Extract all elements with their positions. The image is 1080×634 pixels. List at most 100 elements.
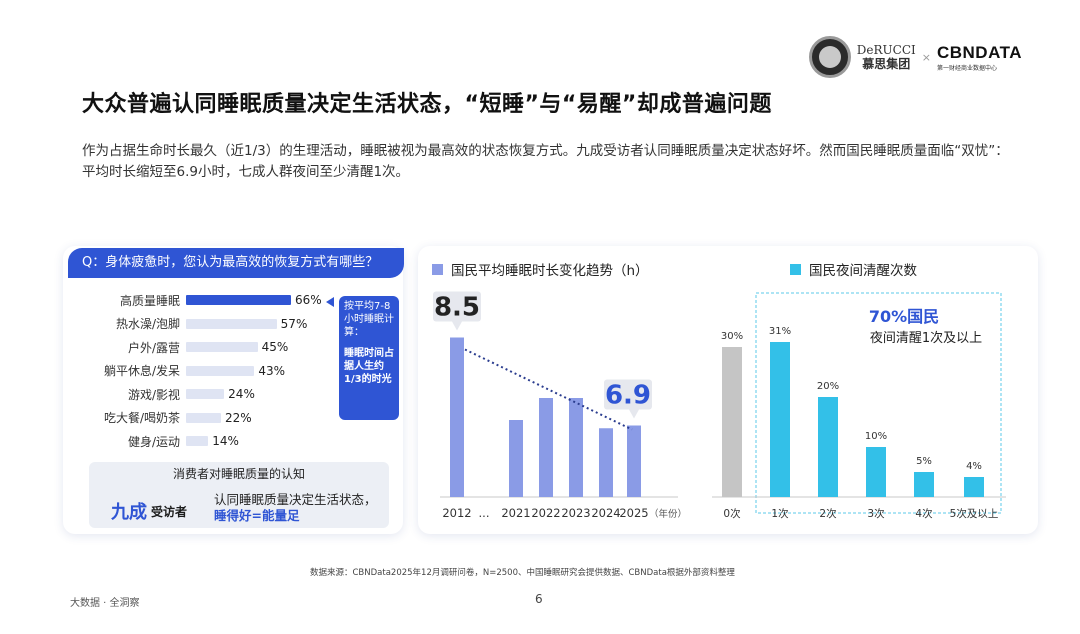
x-tick-label: 2次 (819, 507, 837, 520)
x-tick-label: 2021 (501, 506, 530, 520)
recovery-bar-label: 户外/露营 (127, 340, 180, 355)
recovery-bar-label: 健身/运动 (127, 434, 180, 449)
annotation-box (433, 291, 481, 322)
recovery-bar-value: 45% (261, 340, 289, 354)
annotation-pointer-icon (452, 321, 462, 331)
recovery-bar-value: 14% (212, 434, 239, 448)
derucci-en: DeRUCCI (856, 43, 916, 57)
x-tick-label: 2022 (531, 506, 560, 520)
logo-separator: × (921, 50, 931, 64)
x-tick-label: 2012 (442, 506, 471, 520)
derucci-cn: 慕思集团 (862, 57, 911, 71)
callout-sub: 睡眠时间占据人生约1/3的时光 (344, 348, 394, 385)
recovery-bar-label: 吃大餐/喝奶茶 (103, 411, 180, 425)
callout-arrow-icon (326, 297, 334, 307)
wake-bar (818, 397, 838, 497)
recovery-bar-row: 户外/露营 45% (76, 337, 288, 357)
wake-bar (964, 477, 984, 497)
derucci-logo: DeRUCCI 慕思集团 (857, 43, 916, 71)
x-tick-label: 0次 (723, 507, 741, 520)
cbndata-en: CBNDATA (936, 42, 1022, 62)
recovery-bar (186, 365, 255, 376)
recovery-bar (186, 295, 291, 305)
perception-desc: 认同睡眠质量决定生活状态， 睡得好=能量足 (214, 492, 386, 524)
wake-bar-value: 5% (916, 456, 932, 467)
recovery-bar-value: 43% (258, 363, 286, 378)
wake-count-title: 国民夜间清醒次数 (809, 263, 917, 279)
sleep-bar (539, 398, 553, 497)
annotation-box (604, 379, 652, 410)
recovery-bar (186, 436, 209, 446)
recovery-bar-row: 躺平休息/发呆 43% (76, 361, 285, 381)
perception-big: 九成 (111, 502, 147, 523)
recovery-bar (186, 389, 225, 399)
page-title: 大众普遍认同睡眠质量决定生活状态，“短睡”与“易醒”却成普遍问题 (82, 92, 772, 117)
cbndata-logo: CBNDATA 第一财经商业数据中心 (937, 43, 1022, 72)
recovery-bar (186, 342, 258, 352)
recovery-bar-value: 66% (295, 293, 322, 307)
sleep-bar (569, 398, 583, 497)
recovery-bar-value: 24% (228, 387, 255, 401)
wake-bar-value: 20% (817, 381, 839, 392)
wake-bar (722, 347, 742, 497)
perception-box: 消费者对睡眠质量的认知 九成 受访者 认同睡眠质量决定生活状态， 睡得好=能量足 (89, 462, 389, 528)
annotation-pointer-icon (629, 409, 639, 419)
x-tick-label: 5次及以上 (950, 507, 999, 520)
wake-count-chart: 30% 0次 31% 1次 20% 2次 10% 3次 5% 4次 4% 5次及以上 70%国民夜间清醒… (712, 292, 1006, 520)
perception-head: 消费者对睡眠质量的认知 (172, 467, 305, 481)
x-tick-label: ... (479, 506, 490, 520)
sleep-bar (627, 425, 641, 497)
wake-count-legend: 国民夜间清醒次数 (790, 259, 917, 279)
recovery-bar-row: 高质量睡眠 66% (76, 290, 322, 310)
wake-bar (770, 342, 790, 497)
recovery-bar (186, 412, 221, 423)
annotation-value: 6.9 (605, 381, 651, 411)
recovery-bar-label: 躺平休息/发呆 (103, 364, 180, 378)
recovery-bar-label: 热水澡/泡脚 (115, 317, 180, 331)
recovery-bar-row: 热水澡/泡脚 57% (76, 314, 307, 334)
wake-bar-value: 30% (721, 331, 743, 342)
legend-square-icon (432, 263, 443, 275)
wake-bar (866, 447, 886, 497)
data-source-footnote: 数据来源：CBNData2025年12月调研问卷，N=2500、中国睡眠研究会提… (310, 568, 735, 578)
wake-bar-value: 10% (865, 431, 887, 442)
recovery-bar (186, 318, 277, 329)
annotation-value: 8.5 (434, 293, 480, 323)
wake-bar-value: 31% (769, 326, 791, 337)
recovery-bar-row: 游戏/影视 24% (76, 384, 255, 404)
perception-desc-text: 认同睡眠质量决定生活状态， (214, 492, 377, 507)
footer-slogan: 大数据 · 全洞察 (70, 598, 140, 609)
recovery-bar-label: 游戏/影视 (127, 387, 180, 402)
x-unit-label: （年份） (649, 508, 687, 520)
trend-line (464, 348, 633, 431)
sleep-callout: 按平均7-8小时睡眠计算： 睡眠时间占据人生约1/3的时光 (339, 296, 399, 420)
recovery-bar-row: 健身/运动 14% (76, 431, 239, 451)
survey-question: Q：身体疲惫时，您认为最高效的恢复方式有哪些？ (68, 248, 404, 278)
intro-paragraph: 作为占据生命时长最久（近1/3）的生理活动，睡眠被视为最高效的状态恢复方式。九成… (82, 143, 1009, 180)
brand-logos: DeRUCCI 慕思集团 × CBNDATA 第一财经商业数据中心 (808, 32, 1022, 82)
recovery-bar-row: 吃大餐/喝奶茶 22% (76, 408, 252, 428)
recovery-bar-label: 高质量睡眠 (119, 293, 180, 308)
perception-desc-highlight: 睡得好=能量足 (214, 508, 300, 523)
sleep-bar (599, 428, 613, 497)
legend-square-icon (790, 263, 801, 275)
x-tick-label: 1次 (771, 507, 789, 520)
recovery-bar-value: 57% (280, 316, 308, 331)
perception-big-sub: 受访者 (151, 505, 188, 519)
wake-bar (914, 472, 934, 497)
derucci-seal-logo (808, 36, 851, 78)
x-tick-label: 2023 (561, 506, 590, 520)
page-number: 6 (535, 592, 543, 606)
x-tick-label: 3次 (867, 507, 885, 520)
x-tick-label: 2025 (619, 506, 648, 520)
highlight-frame (755, 292, 1002, 514)
x-tick-label: 2024 (591, 506, 620, 520)
highlight-sub: 夜间清醒1次及以上 (870, 330, 982, 346)
highlight-main: 70%国民 (869, 307, 939, 326)
x-tick-label: 4次 (915, 507, 933, 520)
sleep-duration-title: 国民平均睡眠时长变化趋势（h） (451, 263, 649, 279)
cbndata-cn: 第一财经商业数据中心 (936, 64, 997, 72)
wake-bar-value: 4% (966, 461, 982, 472)
sleep-bar (509, 420, 523, 497)
